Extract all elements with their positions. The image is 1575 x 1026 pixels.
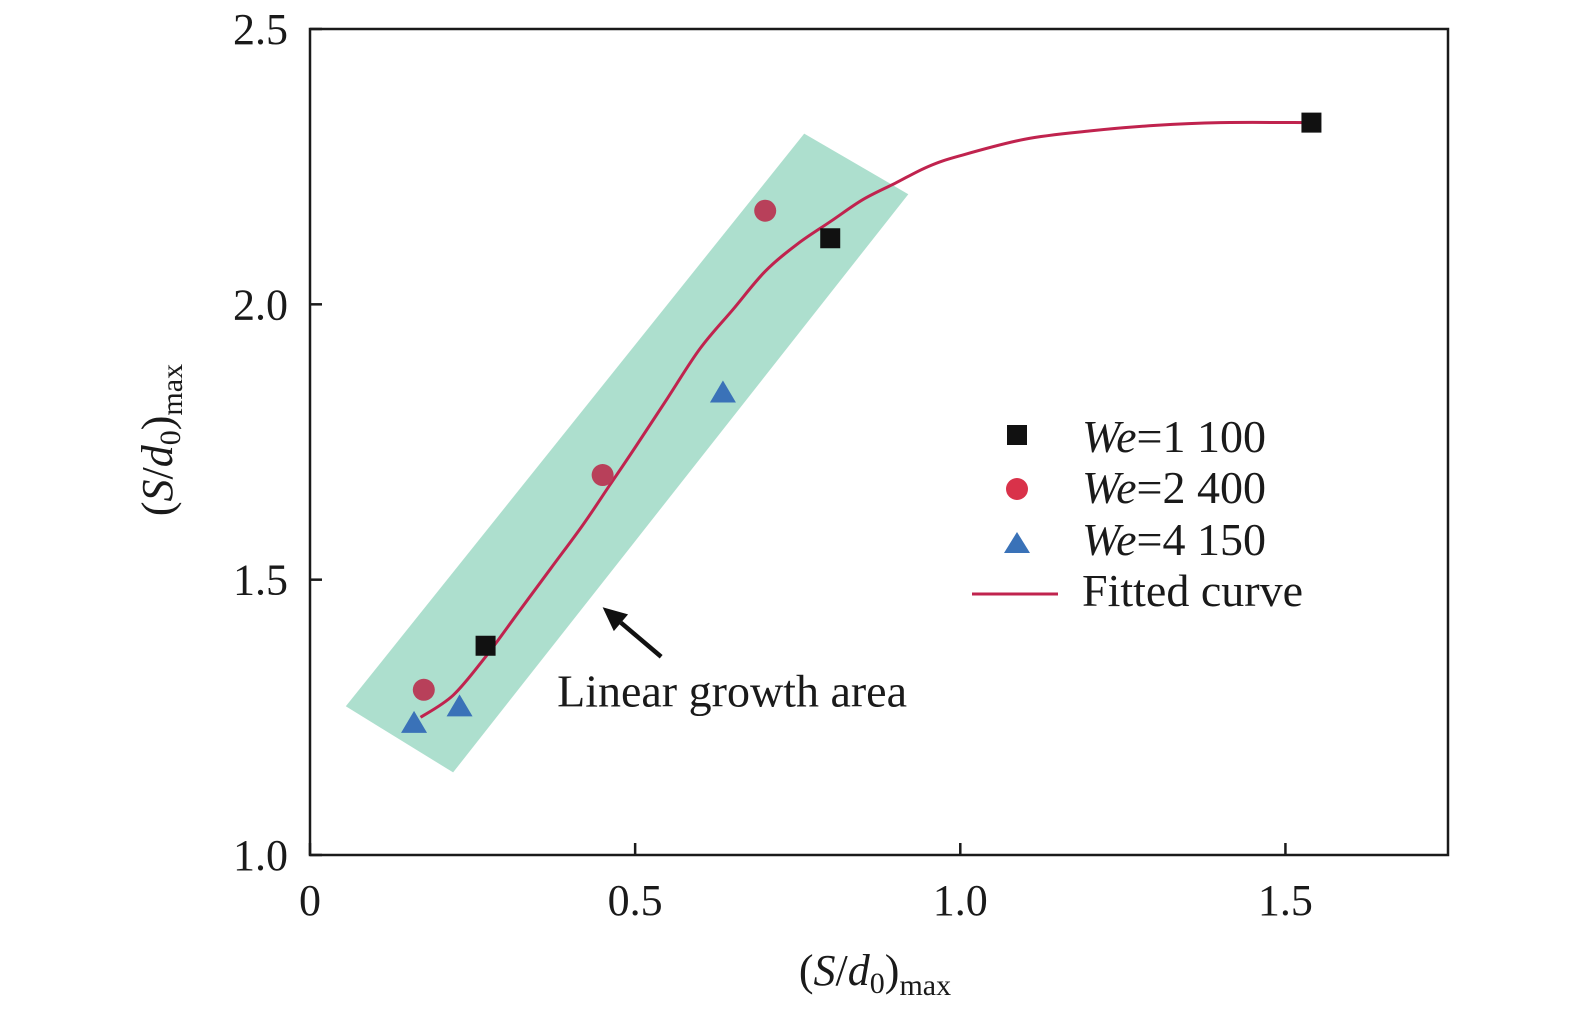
data-point-square-1	[475, 635, 496, 656]
legend: We=1 100 We=2 400 We=4 150 Fitted curve	[972, 411, 1303, 616]
x-axis-title-slash: /	[836, 946, 849, 995]
data-point-circle-1	[412, 678, 435, 701]
y-axis-title-sub2: 0	[154, 430, 187, 445]
data-point-triangle-2	[446, 694, 473, 717]
x-tick-label: 0	[299, 876, 321, 925]
x-tick-label: 1.0	[933, 876, 988, 925]
y-axis-title-open: (	[133, 501, 182, 516]
y-axis-title-var2: d	[133, 444, 182, 467]
data-point-circle-3	[754, 199, 777, 222]
legend-marker-circle	[1006, 478, 1028, 500]
y-axis-title-var: S	[133, 479, 182, 501]
legend-label-we-2400: We=2 400	[1082, 462, 1266, 513]
legend-marker-square	[1007, 425, 1027, 445]
x-axis-title-var: S	[814, 946, 836, 995]
legend-label-we-2400-eq: =2 400	[1137, 462, 1266, 513]
data-point-triangle-3	[709, 380, 736, 403]
y-axis-title-slash: /	[133, 466, 182, 479]
x-axis-title-close: )	[885, 946, 900, 995]
data-point-square-2	[820, 228, 841, 249]
annotation-arrowhead	[602, 607, 629, 632]
legend-label-we-4150: We=4 150	[1082, 514, 1266, 565]
data-point-square-3	[1301, 112, 1322, 133]
y-axis-title-sub: max	[156, 364, 189, 416]
data-point-triangle-1	[401, 710, 428, 733]
fitted-curve	[419, 120, 1312, 719]
y-tick-label: 2.5	[233, 5, 288, 54]
y-tick-label: 1.5	[233, 556, 288, 605]
x-axis-title-sub2: 0	[870, 967, 885, 1000]
legend-label-we-1100-eq: =1 100	[1137, 411, 1266, 462]
y-tick-label: 2.0	[233, 280, 288, 329]
x-axis-title-open: (	[799, 946, 814, 995]
legend-marker-triangle	[1004, 532, 1030, 553]
annotation-label: Linear growth area	[557, 665, 907, 716]
legend-label-we-4150-var: We	[1082, 514, 1137, 565]
y-axis-title: (S/d0)max	[133, 364, 189, 516]
x-tick-label: 0.5	[608, 876, 663, 925]
y-tick-label: 1.0	[233, 831, 288, 880]
x-axis-title: (S/d0)max	[799, 946, 951, 1002]
plot-frame	[308, 27, 1450, 857]
legend-label-fitted-curve: Fitted curve	[1082, 565, 1303, 616]
annotation-arrow	[619, 620, 663, 659]
legend-label-we-1100: We=1 100	[1082, 411, 1266, 462]
x-tick-label: 1.5	[1258, 876, 1313, 925]
data-point-circle-2	[591, 464, 614, 487]
annotation: Linear growth area	[557, 607, 907, 716]
y-axis-title-close: )	[133, 416, 182, 431]
legend-label-we-2400-var: We	[1082, 462, 1137, 513]
x-axis-title-var2: d	[848, 946, 871, 995]
legend-label-we-1100-var: We	[1082, 411, 1137, 462]
shaded-region	[345, 133, 909, 773]
legend-label-we-4150-eq: =4 150	[1137, 514, 1266, 565]
x-axis-title-sub: max	[899, 969, 951, 1002]
